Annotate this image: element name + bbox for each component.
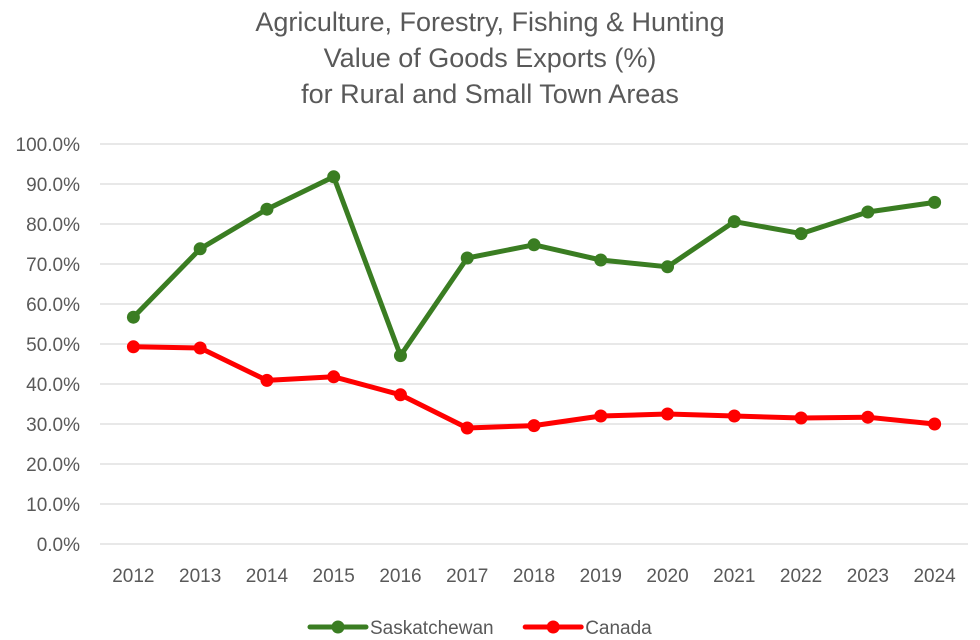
data-point-canada	[460, 421, 474, 435]
data-point-canada	[260, 373, 274, 387]
legend-swatch-marker	[546, 620, 560, 634]
x-tick-label: 2015	[313, 566, 355, 587]
y-tick-label: 50.0%	[26, 335, 80, 356]
x-tick-label: 2021	[713, 566, 755, 587]
y-tick-label: 30.0%	[26, 415, 80, 436]
series-layer	[126, 170, 942, 435]
data-point-saskatchewan	[527, 238, 541, 252]
data-point-saskatchewan	[661, 260, 675, 274]
data-point-canada	[661, 407, 675, 421]
legend: Saskatchewan Canada	[307, 618, 652, 639]
data-point-canada	[594, 409, 608, 423]
x-tick-label: 2014	[246, 566, 289, 587]
data-point-canada	[794, 411, 808, 425]
y-tick-label: 90.0%	[26, 175, 80, 196]
data-point-canada	[126, 340, 140, 354]
data-point-canada	[727, 409, 741, 423]
data-point-canada	[327, 370, 341, 384]
x-tick-label: 2013	[179, 566, 221, 587]
data-point-saskatchewan	[260, 202, 274, 216]
chart-title-line-3: for Rural and Small Town Areas	[301, 79, 679, 109]
series-line-canada	[130, 344, 938, 431]
x-tick-label: 2016	[379, 566, 421, 587]
data-point-saskatchewan	[327, 170, 341, 184]
x-tick-label: 2022	[780, 566, 822, 587]
data-point-saskatchewan	[393, 349, 407, 363]
data-point-saskatchewan	[794, 227, 808, 241]
data-point-canada	[193, 341, 207, 355]
series-line-saskatchewan	[130, 174, 938, 359]
data-point-saskatchewan	[126, 310, 140, 324]
data-point-saskatchewan	[928, 195, 942, 209]
legend-item-saskatchewan: Saskatchewan	[307, 618, 494, 639]
chart-title-line-1: Agriculture, Forestry, Fishing & Hunting	[255, 7, 725, 37]
gridlines	[100, 143, 968, 545]
data-point-saskatchewan	[861, 205, 875, 219]
y-tick-label: 80.0%	[26, 215, 80, 236]
data-point-saskatchewan	[727, 215, 741, 229]
legend-swatch-marker	[331, 620, 345, 634]
y-tick-label: 100.0%	[16, 135, 81, 156]
data-point-canada	[861, 410, 875, 424]
y-tick-label: 70.0%	[26, 255, 80, 276]
y-tick-label: 10.0%	[26, 495, 80, 516]
x-tick-label: 2012	[112, 566, 154, 587]
data-point-canada	[527, 419, 541, 433]
x-tick-label: 2024	[913, 566, 956, 587]
x-tick-label: 2018	[513, 566, 555, 587]
legend-label: Canada	[585, 618, 652, 639]
y-tick-label: 60.0%	[26, 295, 80, 316]
chart-title: Agriculture, Forestry, Fishing & Hunting…	[0, 4, 980, 112]
y-axis-tick-labels: 0.0% 10.0% 20.0% 30.0% 40.0% 50.0% 60.0% 70.0% 8…	[16, 135, 81, 556]
y-tick-label: 40.0%	[26, 375, 80, 396]
x-tick-label: 2019	[580, 566, 622, 587]
data-point-saskatchewan	[193, 242, 207, 256]
legend-item-canada: Canada	[522, 618, 652, 639]
series-canada	[126, 340, 942, 435]
chart-title-line-2: Value of Goods Exports (%)	[323, 43, 657, 73]
legend-label: Saskatchewan	[370, 618, 494, 639]
data-point-canada	[928, 417, 942, 431]
x-tick-label: 2020	[646, 566, 688, 587]
data-point-canada	[393, 388, 407, 402]
data-point-saskatchewan	[460, 251, 474, 265]
x-tick-label: 2023	[847, 566, 889, 587]
y-tick-label: 20.0%	[26, 455, 80, 476]
data-point-saskatchewan	[594, 253, 608, 267]
y-tick-label: 0.0%	[37, 535, 80, 556]
x-axis-tick-labels: 2012 2013 2014 2015 2016 2017 2018 2019 2020 2021…	[112, 566, 956, 587]
series-saskatchewan	[126, 170, 942, 363]
x-tick-label: 2017	[446, 566, 488, 587]
